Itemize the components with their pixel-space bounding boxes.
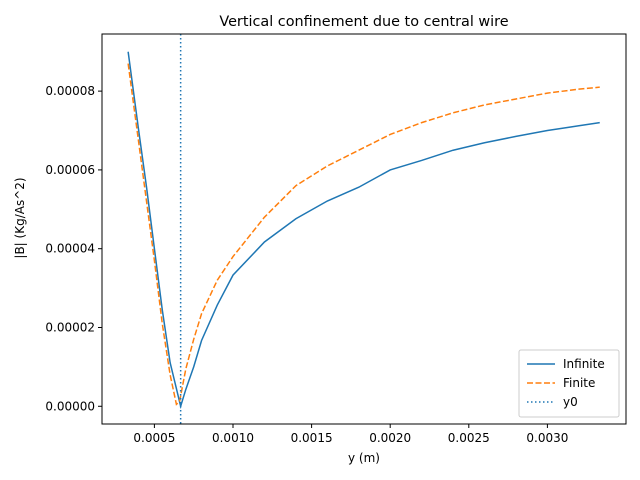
x-tick-label: 0.0020 (369, 431, 411, 445)
legend-label-infinite: Infinite (563, 357, 605, 371)
x-tick-label: 0.0030 (526, 431, 568, 445)
series-line-infinite (127, 51, 600, 410)
x-tick-label: 0.0015 (291, 431, 333, 445)
series-line-finite (127, 63, 600, 406)
chart-title: Vertical confinement due to central wire (219, 14, 508, 30)
legend-box (518, 349, 620, 418)
axes: 0.0005 0.0010 0.0015 0.0020 0.0025 0.0030 0.00… (45, 33, 627, 445)
x-tick-label: 0.0010 (212, 431, 254, 445)
x-tick-label: 0.0025 (448, 431, 490, 445)
x-axis-title: y (m) (348, 451, 380, 465)
y-tick-label: 0.00000 (45, 399, 95, 413)
y-axis-title: |B| (Kg/As^2) (13, 177, 27, 258)
y-tick-label: 0.00006 (45, 163, 95, 177)
y-tick-label: 0.00008 (45, 84, 95, 98)
y-tick-label: 0.00004 (45, 242, 95, 256)
legend-label-y0: y0 (563, 395, 578, 409)
legend: Infinite Finite y0 (518, 349, 620, 418)
axes-frame (101, 33, 627, 425)
x-tick-label: 0.0005 (133, 431, 175, 445)
y-tick-label: 0.00002 (45, 320, 95, 334)
plot-area (127, 34, 600, 424)
legend-label-finite: Finite (563, 376, 595, 390)
